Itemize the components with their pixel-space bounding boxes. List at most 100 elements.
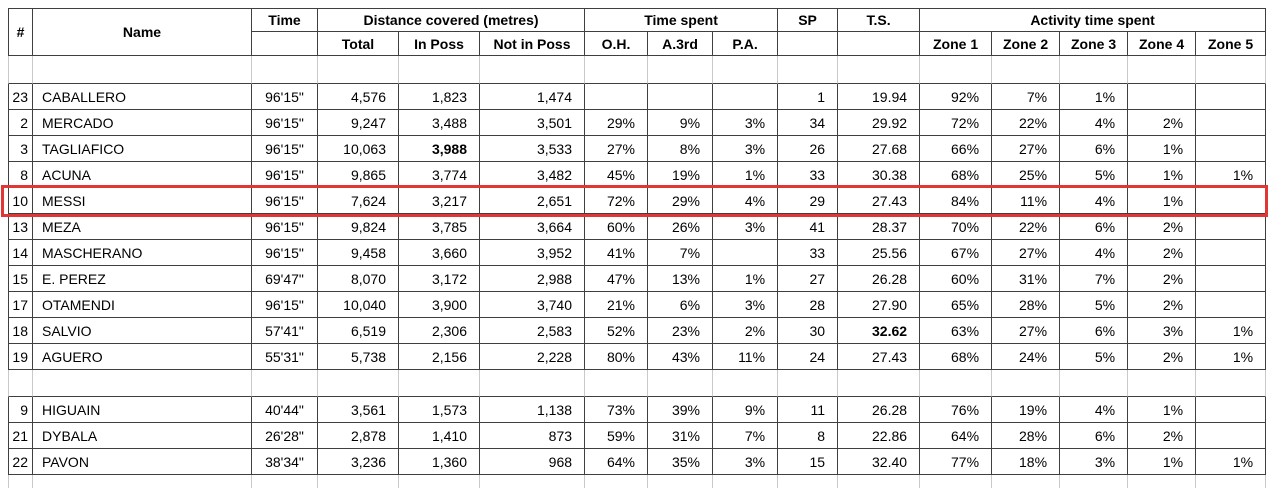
cell[interactable]: 3,660 [399, 240, 480, 266]
cell[interactable]: 57'41" [252, 318, 318, 344]
cell[interactable]: 5% [1060, 344, 1129, 370]
cell[interactable]: 3,482 [480, 162, 586, 188]
cell[interactable]: 66% [920, 136, 993, 162]
cell[interactable] [1196, 136, 1267, 162]
header-a3rd[interactable]: A.3rd [648, 32, 714, 56]
empty-cell[interactable] [252, 56, 318, 84]
cell[interactable]: 2% [1128, 292, 1197, 318]
cell[interactable]: ACUNA [33, 162, 252, 188]
cell[interactable]: 27% [585, 136, 649, 162]
cell[interactable]: 9,247 [318, 110, 399, 136]
cell[interactable]: 1,410 [399, 423, 480, 449]
cell[interactable]: 68% [920, 162, 993, 188]
cell[interactable]: 24% [992, 344, 1061, 370]
empty-cell[interactable] [992, 370, 1061, 397]
empty-cell[interactable] [480, 370, 586, 397]
cell[interactable]: OTAMENDI [33, 292, 252, 318]
cell[interactable]: 8% [648, 136, 714, 162]
cell[interactable]: 29% [648, 188, 714, 214]
cell[interactable]: 1% [1128, 449, 1197, 475]
cell[interactable]: 55'31" [252, 344, 318, 370]
header-name[interactable]: Name [33, 8, 252, 56]
cell[interactable]: 96'15" [252, 84, 318, 110]
cell[interactable]: 60% [585, 214, 649, 240]
cell[interactable]: 7% [713, 423, 779, 449]
cell[interactable] [1196, 423, 1267, 449]
cell[interactable]: 27.90 [838, 292, 921, 318]
cell[interactable]: 4% [1060, 240, 1129, 266]
cell[interactable]: MESSI [33, 188, 252, 214]
empty-cell[interactable] [1128, 56, 1197, 84]
empty-cell[interactable] [713, 370, 779, 397]
cell[interactable]: SALVIO [33, 318, 252, 344]
empty-cell[interactable] [585, 56, 649, 84]
cell[interactable]: 65% [920, 292, 993, 318]
cell[interactable]: 52% [585, 318, 649, 344]
cell[interactable]: 1% [1196, 344, 1267, 370]
empty-cell[interactable] [8, 56, 33, 84]
cell[interactable]: 31% [992, 266, 1061, 292]
cell[interactable]: 9% [713, 397, 779, 423]
cell[interactable]: 96'15" [252, 240, 318, 266]
cell[interactable]: 7% [648, 240, 714, 266]
cell[interactable] [1196, 214, 1267, 240]
cell[interactable]: 1,360 [399, 449, 480, 475]
cell[interactable]: 21 [8, 423, 33, 449]
cell[interactable] [1196, 292, 1267, 318]
header-time[interactable]: Time [252, 8, 318, 32]
cell[interactable]: 8 [8, 162, 33, 188]
empty-cell[interactable] [318, 475, 399, 488]
cell[interactable]: 1% [1128, 136, 1197, 162]
empty-cell[interactable] [920, 56, 993, 84]
cell[interactable]: 64% [920, 423, 993, 449]
cell[interactable]: 30 [778, 318, 839, 344]
empty-cell[interactable] [778, 475, 839, 488]
empty-cell[interactable] [920, 370, 993, 397]
cell[interactable]: 15 [8, 266, 33, 292]
header-zone-5[interactable]: Zone 5 [1196, 32, 1267, 56]
cell[interactable]: 39% [648, 397, 714, 423]
empty-cell[interactable] [585, 370, 649, 397]
cell[interactable]: 76% [920, 397, 993, 423]
empty-cell[interactable] [318, 56, 399, 84]
cell[interactable] [713, 84, 779, 110]
cell[interactable]: 32.62 [838, 318, 921, 344]
cell[interactable]: 22 [8, 449, 33, 475]
cell[interactable]: 96'15" [252, 162, 318, 188]
cell[interactable]: 27% [992, 136, 1061, 162]
cell[interactable]: 29 [778, 188, 839, 214]
cell[interactable] [713, 240, 779, 266]
cell[interactable] [1196, 397, 1267, 423]
cell[interactable]: 27% [992, 240, 1061, 266]
cell[interactable]: 2,651 [480, 188, 586, 214]
cell[interactable]: 9,865 [318, 162, 399, 188]
cell[interactable]: 21% [585, 292, 649, 318]
cell[interactable]: 77% [920, 449, 993, 475]
cell[interactable]: 7% [1060, 266, 1129, 292]
cell[interactable]: 25% [992, 162, 1061, 188]
cell[interactable]: 22% [992, 214, 1061, 240]
cell[interactable] [1196, 188, 1267, 214]
cell[interactable]: 3,740 [480, 292, 586, 318]
cell[interactable]: 1% [713, 266, 779, 292]
header-sp-sub-empty[interactable] [778, 32, 839, 56]
empty-cell[interactable] [1196, 56, 1267, 84]
empty-cell[interactable] [33, 370, 252, 397]
empty-cell[interactable] [1128, 370, 1197, 397]
empty-cell[interactable] [585, 475, 649, 488]
header-group-activity[interactable]: Activity time spent [920, 8, 1267, 32]
cell[interactable]: 4% [1060, 110, 1129, 136]
cell[interactable]: 27.43 [838, 188, 921, 214]
cell[interactable]: 13 [8, 214, 33, 240]
cell[interactable]: 28.37 [838, 214, 921, 240]
cell[interactable]: 33 [778, 240, 839, 266]
empty-cell[interactable] [8, 370, 33, 397]
cell[interactable]: 29% [585, 110, 649, 136]
header-time-sub-empty[interactable] [252, 32, 318, 56]
empty-cell[interactable] [318, 370, 399, 397]
cell[interactable]: 4% [713, 188, 779, 214]
empty-cell[interactable] [1128, 475, 1197, 488]
cell[interactable]: 968 [480, 449, 586, 475]
empty-cell[interactable] [713, 475, 779, 488]
cell[interactable]: 72% [585, 188, 649, 214]
